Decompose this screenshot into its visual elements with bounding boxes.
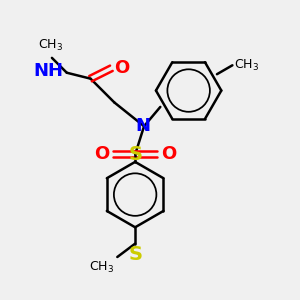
Text: O: O <box>161 146 176 164</box>
Text: N: N <box>135 117 150 135</box>
Text: CH$_3$: CH$_3$ <box>89 260 114 275</box>
Text: O: O <box>94 146 109 164</box>
Text: CH$_3$: CH$_3$ <box>38 38 63 53</box>
Text: S: S <box>128 145 142 164</box>
Text: O: O <box>114 59 130 77</box>
Text: S: S <box>128 245 142 264</box>
Text: NH: NH <box>34 62 64 80</box>
Text: CH$_3$: CH$_3$ <box>234 58 259 73</box>
